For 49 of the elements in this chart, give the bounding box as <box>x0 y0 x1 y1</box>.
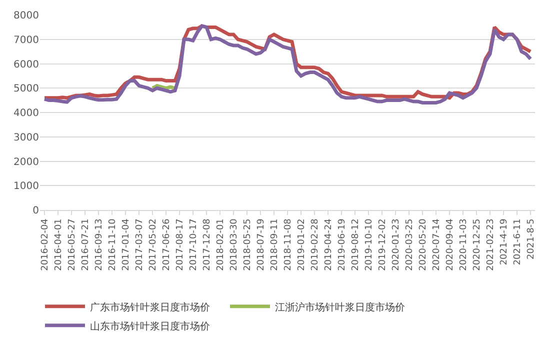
x-tick-label: 2016-02-04 <box>40 218 50 271</box>
y-tick-label: 2000 <box>14 156 39 168</box>
x-tick-label: 2019-02-28 <box>310 218 320 271</box>
x-tick-label: 2019-10-10 <box>364 218 374 271</box>
y-tick-label: 3000 <box>14 132 39 144</box>
x-tick-label: 2021-8-5 <box>526 218 536 260</box>
x-tick-label: 2020-11-03 <box>458 218 469 271</box>
x-tick-label: 2020-01-23 <box>391 218 402 271</box>
x-tick-label: 2018-07-19 <box>256 218 266 271</box>
x-tick-label: 2020-09-04 <box>445 218 456 271</box>
x-tick-label: 2021-4-19 <box>499 218 510 266</box>
legend-label: 江浙沪市场针叶浆日度市场价 <box>275 301 405 314</box>
x-tick-label: 2019-06-19 <box>337 218 348 271</box>
x-tick-label: 2020-03-25 <box>404 218 415 271</box>
x-tick-label: 2017-10-17 <box>188 218 199 271</box>
x-tick-label: 2020-12-25 <box>472 218 482 271</box>
x-tick-label: 2021-6-11 <box>512 218 523 266</box>
x-tick-label: 2016-09-13 <box>94 218 104 271</box>
x-tick-label: 2020-07-14 <box>432 218 442 271</box>
x-tick-label: 2017-05-02 <box>148 218 158 271</box>
legend-label: 广东市场针叶浆日度市场价 <box>90 301 210 314</box>
x-tick-label: 2021-02-23 <box>486 218 496 271</box>
x-tick-label: 2020-05-20 <box>418 218 428 271</box>
x-tick-label: 2017-06-26 <box>162 218 172 271</box>
x-tick-label: 2016-07-21 <box>80 218 91 271</box>
x-tick-label: 2017-12-08 <box>202 218 212 271</box>
x-tick-label: 2019-04-24 <box>324 218 334 271</box>
y-tick-label: 8000 <box>14 10 39 22</box>
legend-label: 山东市场针叶浆日度市场价 <box>90 320 210 332</box>
x-tick-label: 2016-04-01 <box>54 218 64 271</box>
x-tick-label: 2019-08-12 <box>350 218 361 271</box>
y-tick-label: 0 <box>32 206 39 216</box>
x-tick-label: 2019-12-02 <box>378 218 388 271</box>
x-tick-label: 2018-09-11 <box>270 218 280 271</box>
y-tick-label: 6000 <box>14 59 39 70</box>
x-tick-label: 2016-05-27 <box>67 218 78 271</box>
y-tick-label: 7000 <box>14 34 39 46</box>
x-tick-label: 2019-01-02 <box>296 218 307 271</box>
x-tick-label: 2017-01-04 <box>121 218 132 271</box>
x-tick-label: 2017-03-07 <box>134 218 145 271</box>
x-tick-label: 2016-11-10 <box>108 218 118 271</box>
y-tick-label: 1000 <box>14 181 39 192</box>
x-tick-label: 2017-08-17 <box>175 218 186 271</box>
y-tick-label: 4000 <box>14 108 39 119</box>
x-tick-label: 2018-11-08 <box>283 218 294 271</box>
x-tick-label: 2018-02-01 <box>216 218 226 271</box>
x-tick-label: 2018-05-25 <box>242 218 253 271</box>
x-tick-label: 2018-03-30 <box>229 218 240 271</box>
y-tick-label: 5000 <box>14 84 39 95</box>
